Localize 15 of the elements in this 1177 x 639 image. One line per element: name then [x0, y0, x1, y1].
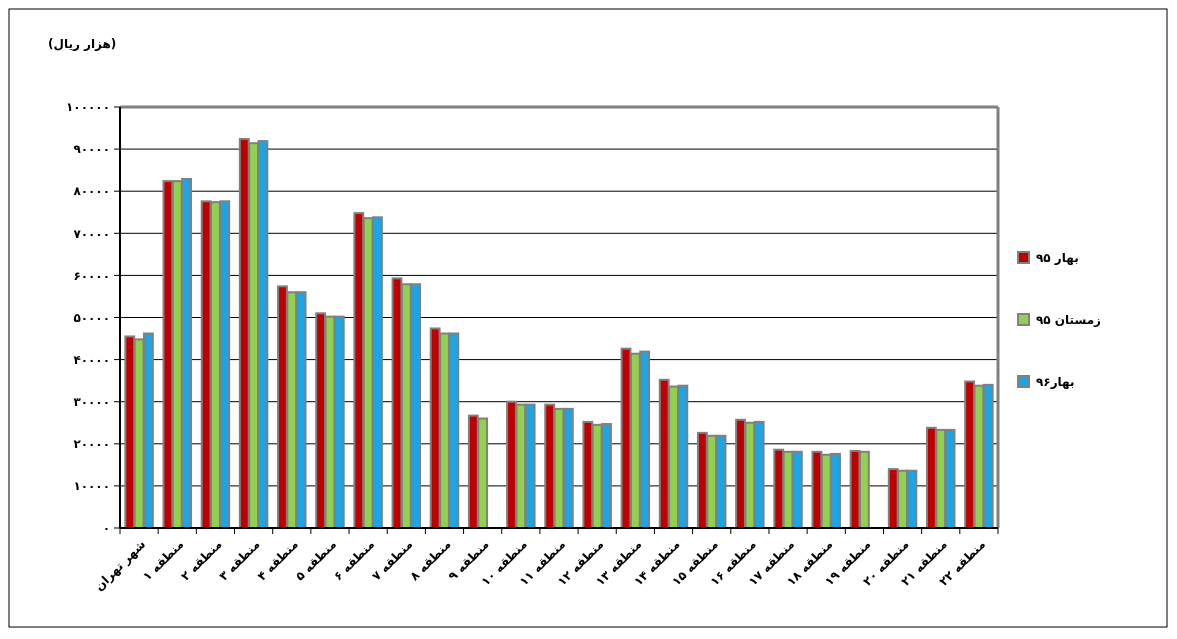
y-tick-label: ۱۰۰۰۰۰ [66, 100, 110, 115]
y-tick-label: ۵۰۰۰۰ [73, 310, 110, 325]
y-tick-label: ۷۰۰۰۰ [73, 226, 110, 241]
y-tick-label: ۶۰۰۰۰ [73, 268, 110, 283]
y-axis-title: (هزار ریال) [48, 37, 117, 51]
legend-label: بهار۹۶ [1036, 375, 1075, 390]
y-tick-label: ۱۰۰۰۰ [73, 479, 110, 494]
y-tick-label: ۰ [102, 521, 110, 536]
y-tick-label: ۹۰۰۰۰ [73, 142, 110, 157]
y-tick-label: ۳۰۰۰۰ [73, 394, 110, 409]
y-tick-label: ۲۰۰۰۰ [73, 437, 110, 451]
y-tick-label: ۸۰۰۰۰ [73, 184, 110, 199]
legend-label: زمستان ۹۵ [1036, 313, 1102, 328]
legend-label: بهار ۹۵ [1036, 251, 1079, 266]
y-tick-label: ۴۰۰۰۰ [73, 352, 110, 367]
